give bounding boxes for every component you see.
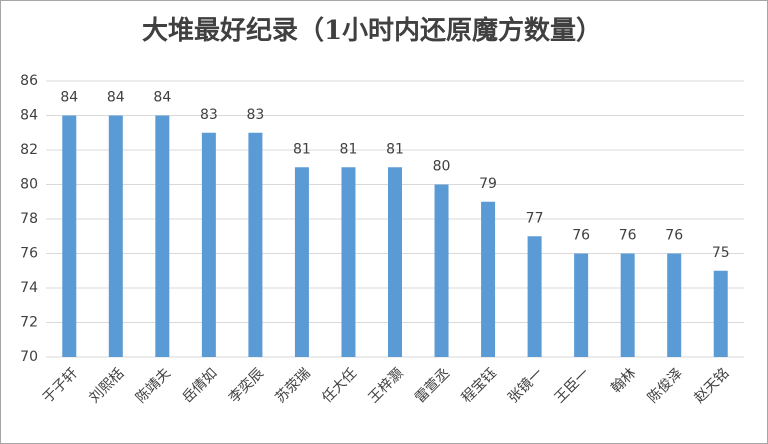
y-tick-label: 86 (20, 73, 38, 89)
data-label: 79 (479, 176, 497, 192)
data-label: 76 (572, 228, 590, 244)
data-label: 83 (200, 107, 218, 123)
y-tick-label: 76 (20, 246, 38, 262)
bar (388, 167, 402, 357)
y-tick-label: 84 (20, 108, 38, 124)
bar (108, 115, 123, 357)
bar (294, 167, 309, 357)
data-label: 84 (107, 90, 125, 106)
y-tick-label: 72 (20, 315, 38, 331)
data-label: 76 (665, 228, 683, 244)
bar (341, 167, 356, 357)
bar (155, 115, 170, 357)
bar (481, 201, 496, 357)
y-tick-label: 78 (20, 211, 38, 227)
y-tick-label: 70 (20, 349, 38, 365)
y-tick-label: 74 (20, 280, 38, 296)
y-tick-label: 80 (20, 177, 38, 193)
bar (434, 184, 449, 357)
bar (527, 236, 542, 357)
bar (62, 115, 77, 357)
bar (574, 253, 589, 357)
data-label: 81 (293, 141, 311, 157)
chart-title: 大堆最好纪录（1小时内还原魔方数量） (142, 15, 602, 46)
data-label: 81 (340, 141, 358, 157)
bar (667, 253, 682, 357)
data-label: 76 (619, 228, 637, 244)
data-label: 75 (712, 245, 730, 261)
data-label: 84 (60, 90, 78, 106)
bar (713, 270, 728, 357)
y-tick-label: 82 (20, 142, 38, 158)
bar (620, 253, 635, 357)
bar (248, 132, 263, 357)
bar (201, 132, 216, 357)
data-label: 77 (526, 210, 544, 226)
data-label: 83 (246, 107, 264, 123)
data-label: 84 (153, 90, 171, 106)
data-label: 81 (386, 141, 404, 157)
data-label: 80 (433, 159, 451, 175)
